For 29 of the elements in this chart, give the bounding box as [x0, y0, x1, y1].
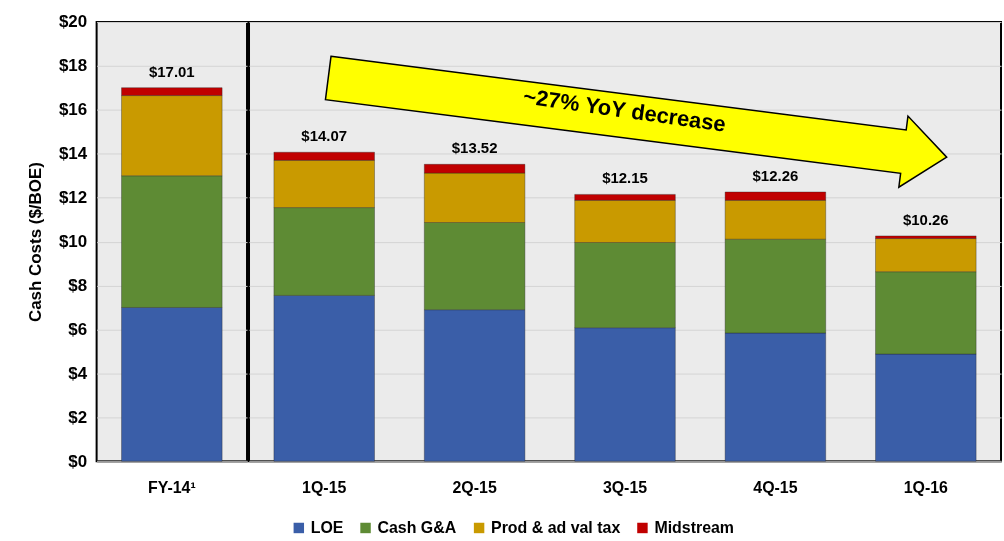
x-tick-label: 1Q-16: [903, 478, 949, 496]
y-tick-label: $20: [58, 12, 88, 32]
y-tick-label: $12: [58, 188, 88, 208]
y-tick-label: $18: [58, 56, 88, 76]
y-tick-label: $16: [58, 100, 88, 120]
x-tick-label: 4Q-15: [753, 478, 798, 496]
legend-label: Midstream: [654, 518, 735, 536]
y-tick-label: $2: [68, 407, 88, 427]
total-label: $13.52: [451, 139, 498, 157]
total-label: $10.26: [902, 210, 949, 228]
y-tick-label: $14: [58, 144, 88, 164]
y-tick-label: $4: [68, 363, 88, 383]
y-axis-title: Cash Costs ($/BOE): [25, 162, 45, 323]
annotation: ~27% YoY decrease: [521, 83, 728, 137]
y-tick-label: $10: [58, 232, 88, 252]
x-tick-label: 2Q-15: [452, 478, 497, 496]
total-label: $17.01: [148, 62, 195, 80]
legend-label: Prod & ad val tax: [491, 518, 621, 536]
total-label: $12.15: [602, 169, 648, 187]
legend-label: LOE: [310, 518, 344, 536]
total-label: $12.26: [752, 167, 799, 185]
legend-label: Cash G&A: [377, 518, 457, 536]
total-label: $14.07: [301, 127, 348, 145]
x-tick-label: 1Q-15: [302, 478, 347, 496]
y-tick-label: $8: [68, 276, 88, 296]
y-tick-label: $0: [68, 451, 88, 471]
y-tick-label: $6: [68, 319, 88, 339]
x-tick-label: 3Q-15: [602, 478, 648, 496]
x-tick-label: FY-14¹: [147, 478, 196, 496]
